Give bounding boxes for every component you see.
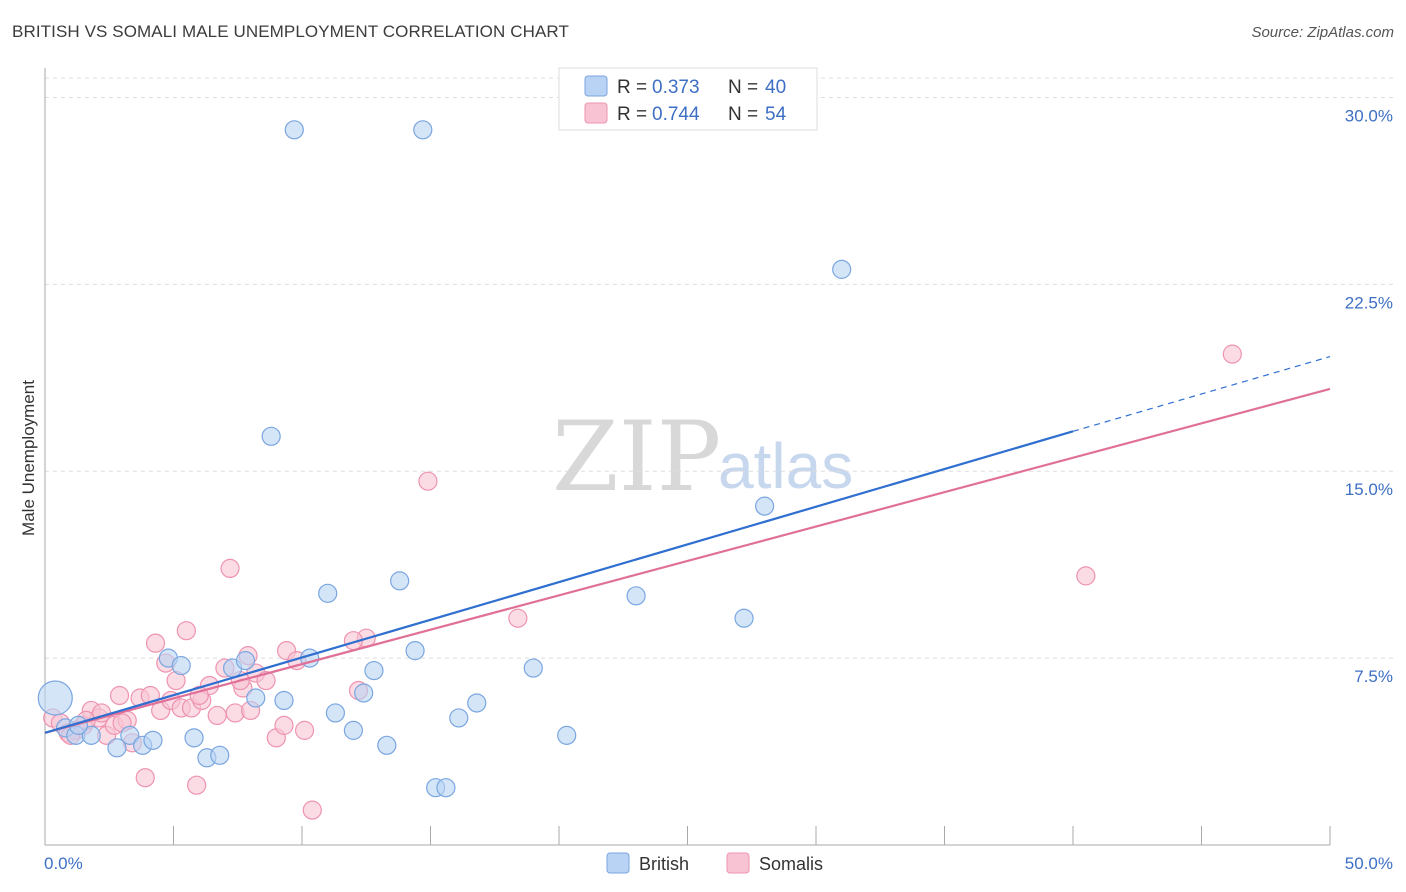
british-point-10 <box>184 728 204 748</box>
british-point-24 <box>364 660 384 681</box>
british-point-3 <box>81 725 101 745</box>
bottom-legend-british-label: British <box>639 854 689 874</box>
somalis-point-38 <box>302 800 322 820</box>
somalis-point-21 <box>176 621 196 641</box>
british-point-0 <box>37 680 73 716</box>
british-trend-line <box>44 430 1074 734</box>
british-point-4 <box>107 738 127 758</box>
y-tick-label-2: 22.5% <box>1345 293 1393 312</box>
chart-title: BRITISH VS SOMALI MALE UNEMPLOYMENT CORR… <box>12 22 569 41</box>
british-point-30 <box>413 120 433 140</box>
y-tick-label-1: 15.0% <box>1345 480 1393 499</box>
british-trend-extension <box>1072 356 1331 432</box>
top-legend: R = 0.373 N = 40 R = 0.744 N = 54 <box>558 67 818 131</box>
british-point-32 <box>467 693 487 713</box>
british-point-25 <box>377 735 397 755</box>
legend-somalis-n-value: 54 <box>765 104 787 125</box>
y-tick-label-0: 7.5% <box>1354 667 1393 686</box>
british-points <box>37 120 852 798</box>
watermark-atlas: atlas <box>718 430 853 502</box>
british-point-17 <box>274 690 294 711</box>
bottom-legend-british-swatch <box>606 852 630 874</box>
british-point-36 <box>734 608 754 628</box>
british-point-14 <box>235 651 256 671</box>
somalis-trend-line <box>44 387 1331 734</box>
somalis-point-26 <box>207 705 227 726</box>
grid-lines <box>45 77 1393 659</box>
legend-somalis-r-label: R = <box>617 104 647 125</box>
somalis-point-9 <box>109 685 130 706</box>
x-axis-ticks <box>44 826 1331 845</box>
british-point-22 <box>343 720 363 740</box>
somalis-point-13 <box>135 768 155 788</box>
x-tick-label-min: 0.0% <box>44 854 83 873</box>
british-point-23 <box>354 683 374 703</box>
legend-somalis-n-label: N = <box>728 104 758 125</box>
british-point-18 <box>284 120 304 140</box>
british-point-31 <box>449 708 469 728</box>
bottom-legend-somalis-label: Somalis <box>759 854 823 874</box>
british-point-26 <box>390 571 410 591</box>
legend-british-n-label: N = <box>728 77 758 98</box>
legend-british-r-value: 0.373 <box>652 77 700 98</box>
british-point-35 <box>626 586 646 606</box>
trend-lines <box>44 356 1331 734</box>
british-point-29 <box>436 778 456 798</box>
british-point-34 <box>557 725 577 745</box>
bottom-legend: British Somalis <box>606 852 823 874</box>
legend-british-swatch <box>584 75 608 97</box>
y-axis-tick-labels: 7.5% 15.0% 22.5% 30.0% <box>1345 106 1393 686</box>
somalis-point-43 <box>1076 566 1096 586</box>
somalis-point-37 <box>294 720 315 740</box>
y-tick-label-3: 30.0% <box>1345 106 1393 125</box>
british-point-5 <box>120 725 140 745</box>
british-point-33 <box>523 658 543 678</box>
legend-british-r-label: R = <box>617 77 647 98</box>
british-point-21 <box>325 703 346 723</box>
british-point-38 <box>832 259 852 279</box>
british-point-7 <box>143 730 163 750</box>
british-point-16 <box>261 426 281 446</box>
source-label: Source: ZipAtlas.com <box>1251 24 1394 41</box>
bottom-legend-somalis-swatch <box>726 852 750 874</box>
somalis-point-42 <box>508 608 528 628</box>
somalis-point-51 <box>274 715 294 735</box>
british-point-27 <box>405 641 425 661</box>
british-point-15 <box>246 688 266 708</box>
british-point-9 <box>171 655 191 676</box>
somalis-point-15 <box>145 633 166 653</box>
somalis-point-23 <box>187 775 207 795</box>
watermark-zip: ZIP <box>552 401 721 513</box>
x-tick-label-max: 50.0% <box>1345 854 1393 873</box>
british-point-12 <box>210 745 230 765</box>
y-axis-label: Male Unemployment <box>19 380 38 536</box>
british-point-20 <box>318 583 338 603</box>
legend-somalis-r-value: 0.744 <box>652 104 700 125</box>
somalis-point-28 <box>220 558 240 579</box>
british-point-37 <box>754 496 775 516</box>
somalis-point-41 <box>418 471 438 491</box>
somalis-point-44 <box>1222 344 1242 364</box>
legend-somalis-swatch <box>584 102 608 124</box>
legend-british-n-value: 40 <box>765 77 786 98</box>
